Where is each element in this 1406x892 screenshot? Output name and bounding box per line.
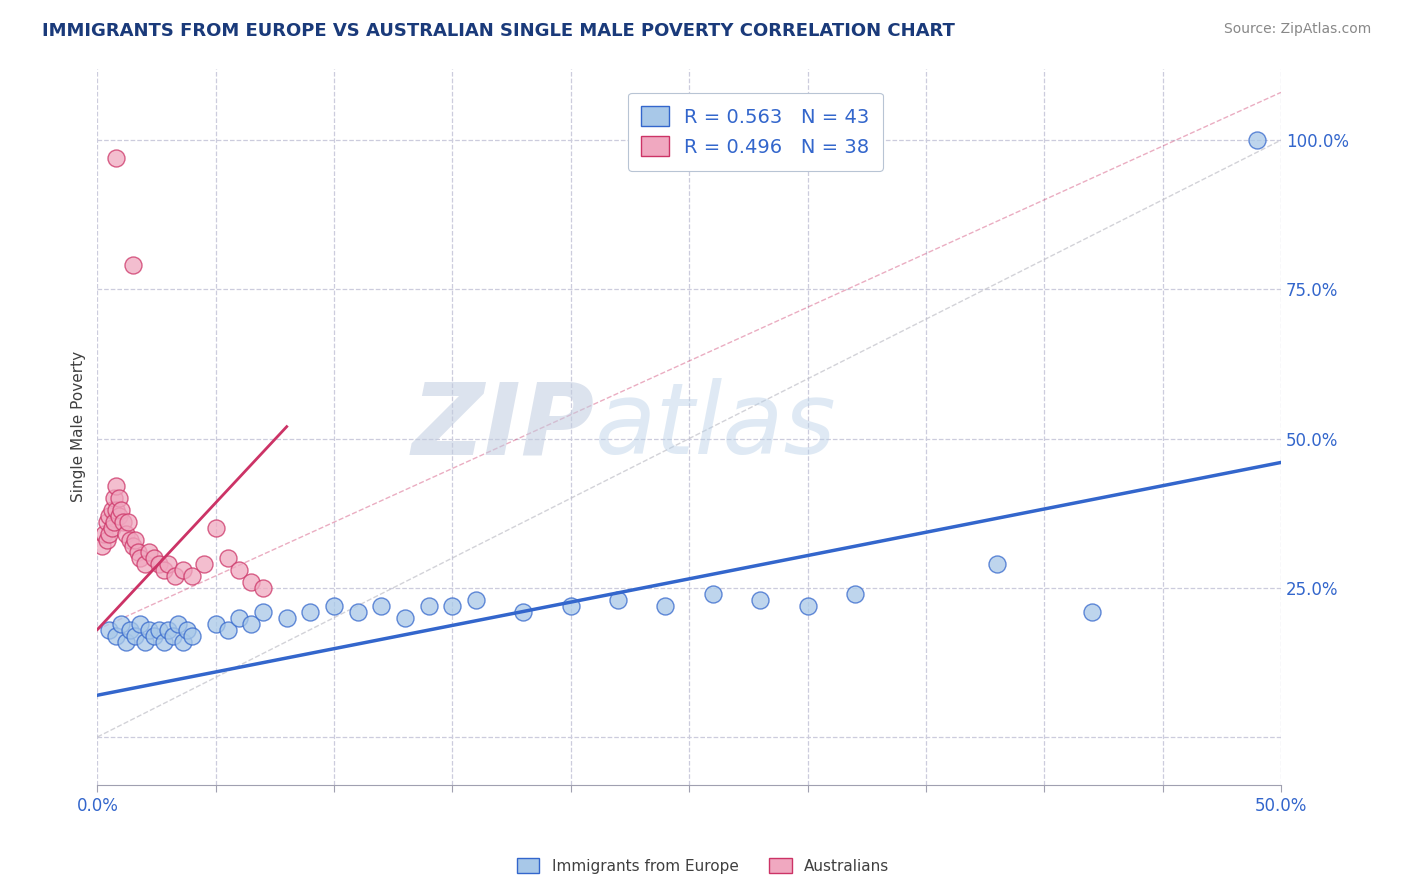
Point bbox=[844, 587, 866, 601]
Point bbox=[120, 533, 142, 547]
Point bbox=[512, 605, 534, 619]
Point bbox=[441, 599, 464, 613]
Point bbox=[217, 623, 239, 637]
Text: IMMIGRANTS FROM EUROPE VS AUSTRALIAN SINGLE MALE POVERTY CORRELATION CHART: IMMIGRANTS FROM EUROPE VS AUSTRALIAN SIN… bbox=[42, 22, 955, 40]
Legend: R = 0.563   N = 43, R = 0.496   N = 38: R = 0.563 N = 43, R = 0.496 N = 38 bbox=[628, 93, 883, 170]
Point bbox=[129, 551, 152, 566]
Point bbox=[121, 539, 143, 553]
Point bbox=[91, 539, 114, 553]
Point bbox=[796, 599, 818, 613]
Point bbox=[100, 521, 122, 535]
Point bbox=[394, 610, 416, 624]
Point bbox=[346, 605, 368, 619]
Point bbox=[152, 634, 174, 648]
Point bbox=[124, 628, 146, 642]
Point bbox=[105, 503, 128, 517]
Point bbox=[143, 628, 166, 642]
Point bbox=[702, 587, 724, 601]
Point bbox=[228, 610, 250, 624]
Point bbox=[370, 599, 392, 613]
Legend: Immigrants from Europe, Australians: Immigrants from Europe, Australians bbox=[510, 852, 896, 880]
Point bbox=[105, 479, 128, 493]
Point bbox=[252, 581, 274, 595]
Point bbox=[98, 527, 121, 541]
Point bbox=[1080, 605, 1102, 619]
Point bbox=[110, 616, 132, 631]
Point bbox=[204, 616, 226, 631]
Point bbox=[465, 592, 488, 607]
Point bbox=[110, 503, 132, 517]
Point bbox=[240, 574, 263, 589]
Point bbox=[204, 521, 226, 535]
Point bbox=[114, 527, 136, 541]
Point bbox=[112, 515, 135, 529]
Point bbox=[276, 610, 298, 624]
Point bbox=[418, 599, 440, 613]
Point bbox=[986, 557, 1008, 571]
Point bbox=[176, 623, 198, 637]
Point bbox=[96, 515, 118, 529]
Point bbox=[138, 623, 160, 637]
Point bbox=[129, 616, 152, 631]
Point bbox=[124, 533, 146, 547]
Point bbox=[323, 599, 346, 613]
Point bbox=[193, 557, 215, 571]
Point bbox=[107, 491, 129, 506]
Point bbox=[172, 563, 194, 577]
Point bbox=[157, 623, 180, 637]
Point bbox=[96, 533, 118, 547]
Point bbox=[120, 623, 142, 637]
Point bbox=[117, 515, 139, 529]
Point bbox=[127, 545, 149, 559]
Point bbox=[148, 623, 170, 637]
Point bbox=[148, 557, 170, 571]
Point bbox=[228, 563, 250, 577]
Point bbox=[138, 545, 160, 559]
Point bbox=[654, 599, 676, 613]
Point bbox=[166, 616, 188, 631]
Point bbox=[103, 491, 125, 506]
Point bbox=[162, 628, 184, 642]
Y-axis label: Single Male Poverty: Single Male Poverty bbox=[72, 351, 86, 502]
Point bbox=[165, 569, 187, 583]
Text: atlas: atlas bbox=[595, 378, 837, 475]
Point bbox=[240, 616, 263, 631]
Point bbox=[100, 503, 122, 517]
Point bbox=[252, 605, 274, 619]
Point bbox=[749, 592, 772, 607]
Point bbox=[1246, 133, 1268, 147]
Point bbox=[560, 599, 582, 613]
Point bbox=[103, 515, 125, 529]
Point bbox=[134, 634, 156, 648]
Point bbox=[114, 634, 136, 648]
Point bbox=[105, 151, 128, 165]
Point bbox=[105, 628, 128, 642]
Point bbox=[107, 509, 129, 524]
Text: ZIP: ZIP bbox=[412, 378, 595, 475]
Point bbox=[181, 628, 204, 642]
Point bbox=[299, 605, 322, 619]
Point bbox=[152, 563, 174, 577]
Point bbox=[134, 557, 156, 571]
Point bbox=[93, 527, 115, 541]
Point bbox=[121, 259, 143, 273]
Point bbox=[607, 592, 630, 607]
Point bbox=[98, 509, 121, 524]
Point bbox=[217, 551, 239, 566]
Text: Source: ZipAtlas.com: Source: ZipAtlas.com bbox=[1223, 22, 1371, 37]
Point bbox=[181, 569, 204, 583]
Point bbox=[143, 551, 166, 566]
Point bbox=[98, 623, 121, 637]
Point bbox=[172, 634, 194, 648]
Point bbox=[157, 557, 180, 571]
